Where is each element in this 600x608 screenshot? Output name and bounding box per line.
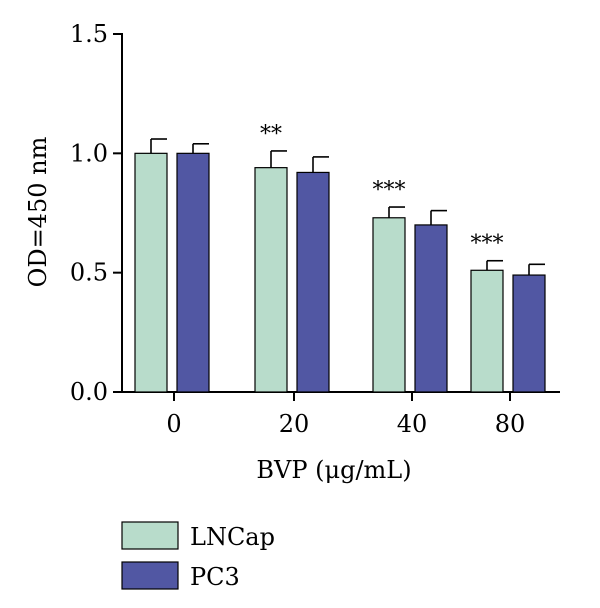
bar-lncap-20: [254, 167, 288, 393]
y-tick-label: 0.5: [70, 259, 108, 287]
bar-lncap-80: [470, 269, 504, 393]
y-axis-title: OD=450 nm: [24, 136, 52, 287]
bar-pc3-20: [296, 171, 330, 393]
bar-lncap-0: [134, 152, 168, 393]
significance-label: ***: [471, 232, 504, 257]
y-tick-label: 1.0: [70, 139, 108, 167]
significance-label: **: [260, 122, 282, 147]
y-tick-label: 1.5: [70, 20, 108, 48]
y-tick-label: 0.0: [70, 378, 108, 406]
bar-lncap-40: [372, 217, 406, 393]
legend-label-pc3: PC3: [190, 563, 240, 591]
x-tick-label: 20: [279, 410, 310, 438]
x-axis-title: BVP (μg/mL): [256, 456, 411, 484]
legend: LNCap PC3: [121, 521, 275, 591]
bar-pc3-40: [414, 224, 448, 393]
bar-pc3-80: [512, 274, 546, 393]
x-tick-label: 0: [166, 410, 181, 438]
legend-swatch-pc3: [121, 561, 179, 590]
significance-label: ***: [373, 178, 406, 203]
x-tick-label: 40: [397, 410, 428, 438]
plot-area: 0.00.51.01.50 20 40 80********: [70, 20, 560, 438]
legend-swatch-lncap: [121, 521, 179, 550]
legend-label-lncap: LNCap: [190, 523, 275, 551]
x-tick-label: 80: [495, 410, 526, 438]
bar-pc3-0: [176, 152, 210, 393]
